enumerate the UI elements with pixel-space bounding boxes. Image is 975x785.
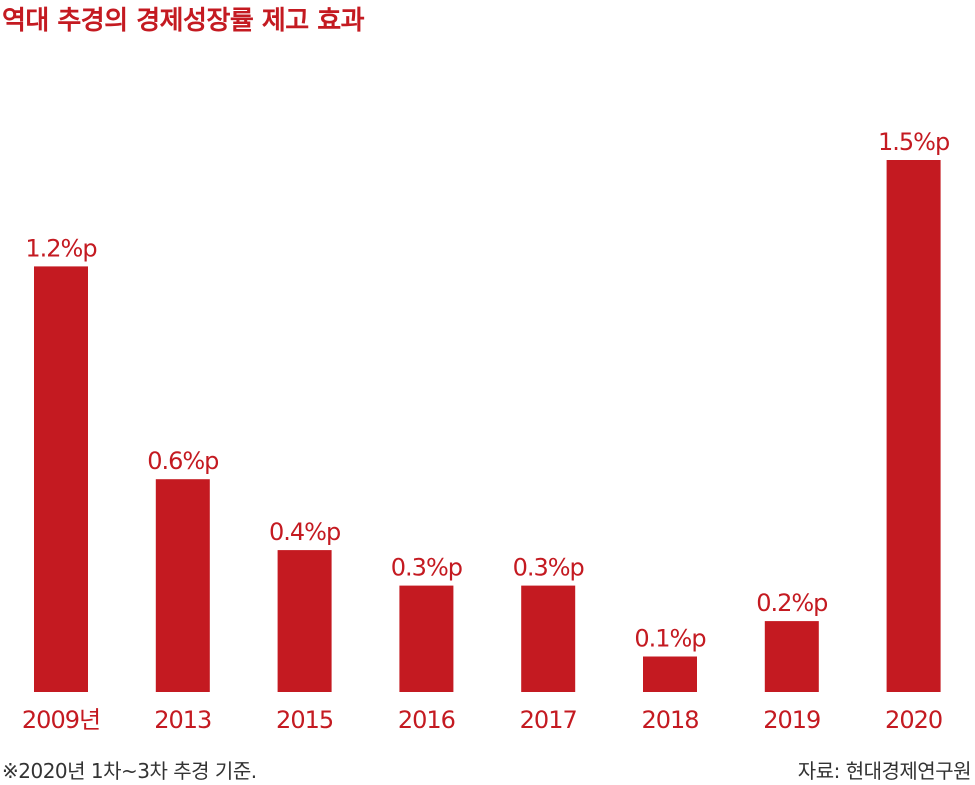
value-label-4: 0.3%p (513, 554, 584, 582)
value-label-6: 0.2%p (756, 589, 827, 617)
value-labels-layer: 1.2%p 0.6%p 0.4%p 0.3%p 0.3%p 0.1%p 0.2%p 1.5%p (25, 128, 950, 653)
value-label-1: 0.6%p (147, 447, 218, 475)
bar-4 (521, 585, 576, 692)
bar-5 (643, 656, 697, 692)
footnote: ※2020년 1차~3차 추경 기준. (2, 759, 257, 783)
category-label-5: 2018 (641, 706, 698, 734)
bar-3 (399, 585, 454, 692)
bar-1 (155, 479, 210, 692)
bar-6 (764, 621, 819, 692)
value-label-3: 0.3%p (391, 554, 462, 582)
category-label-3: 2016 (398, 706, 455, 734)
category-labels-layer: 2009년 2013 2015 2016 2017 2018 2019 2020 (22, 706, 943, 734)
chart-title: 역대 추경의 경제성장률 제고 효과 (2, 6, 365, 36)
bar-2 (277, 550, 332, 692)
category-label-6: 2019 (763, 706, 820, 734)
bar-7 (886, 160, 941, 692)
bar-0 (34, 266, 88, 692)
category-label-7: 2020 (885, 706, 942, 734)
value-label-5: 0.1%p (634, 625, 705, 653)
category-label-2: 2015 (276, 706, 333, 734)
value-label-0: 1.2%p (25, 234, 96, 262)
category-label-0: 2009년 (22, 706, 100, 734)
bars-layer (34, 160, 941, 692)
value-label-7: 1.5%p (878, 128, 949, 156)
value-label-2: 0.4%p (269, 518, 340, 546)
source-note: 자료: 현대경제연구원 (797, 759, 972, 783)
category-label-1: 2013 (154, 706, 211, 734)
category-label-4: 2017 (520, 706, 577, 734)
